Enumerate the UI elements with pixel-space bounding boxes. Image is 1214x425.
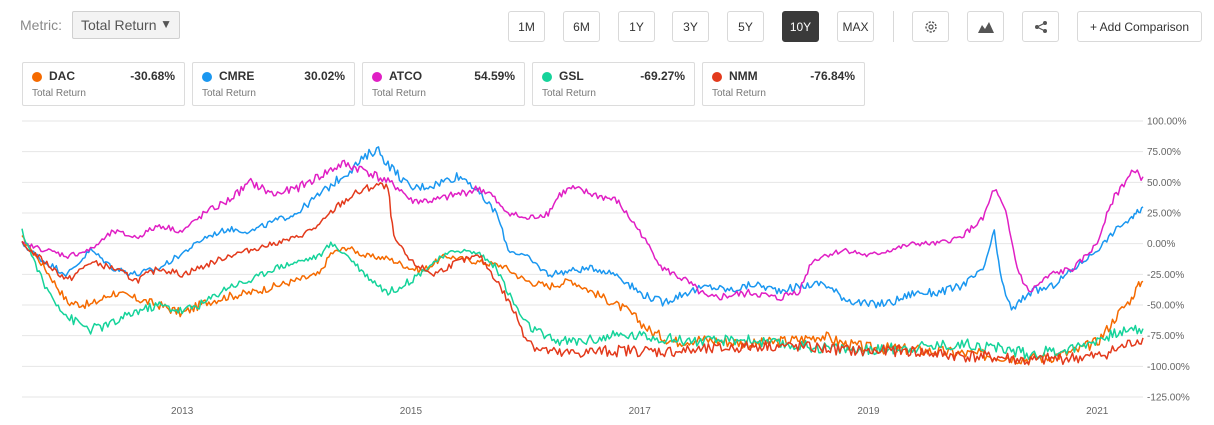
legend-symbol: DAC xyxy=(49,69,75,83)
y-tick-label: 50.00% xyxy=(1147,178,1181,189)
legend-value: -69.27% xyxy=(640,69,685,83)
toolbar-divider xyxy=(893,11,894,42)
legend-card-cmre[interactable]: CMRE 30.02% Total Return xyxy=(192,62,355,106)
y-tick-label: -50.00% xyxy=(1147,301,1184,312)
x-tick-label: 2021 xyxy=(1086,406,1109,417)
y-tick-label: 25.00% xyxy=(1147,209,1181,220)
metric-select[interactable]: Total Return ▼ xyxy=(72,11,180,39)
x-tick-label: 2019 xyxy=(857,406,880,417)
series-line-atco xyxy=(21,159,1144,302)
range-button-1m[interactable]: 1M xyxy=(508,11,545,42)
legend-symbol: ATCO xyxy=(389,69,423,83)
series-color-dot xyxy=(32,72,42,82)
range-button-6m[interactable]: 6M xyxy=(563,11,600,42)
chart-type-icon xyxy=(977,21,994,33)
series-line-gsl xyxy=(21,228,1144,360)
range-button-3y[interactable]: 3Y xyxy=(672,11,709,42)
y-tick-label: 0.00% xyxy=(1147,239,1175,250)
legend-subtitle: Total Return xyxy=(32,88,86,99)
legend-card-gsl[interactable]: GSL -69.27% Total Return xyxy=(532,62,695,106)
y-tick-label: -100.00% xyxy=(1147,362,1190,373)
legend-value: 30.02% xyxy=(304,69,345,83)
legend-subtitle: Total Return xyxy=(542,88,596,99)
x-tick-label: 2013 xyxy=(171,406,194,417)
series-line-dac xyxy=(21,235,1144,366)
series-color-dot xyxy=(372,72,382,82)
legend-symbol: GSL xyxy=(559,69,584,83)
metric-select-value: Total Return xyxy=(81,17,157,33)
legend-card-nmm[interactable]: NMM -76.84% Total Return xyxy=(702,62,865,106)
range-button-10y[interactable]: 10Y xyxy=(782,11,819,42)
series-color-dot xyxy=(712,72,722,82)
y-tick-label: 75.00% xyxy=(1147,147,1181,158)
line-chart: 100.00% 75.00% 50.00% 25.00% 0.00% -25.00% -50… xyxy=(21,117,1190,417)
chart-type-button[interactable] xyxy=(967,11,1004,42)
y-tick-label: 100.00% xyxy=(1147,117,1187,128)
legend-subtitle: Total Return xyxy=(202,88,256,99)
y-tick-label: -25.00% xyxy=(1147,270,1184,281)
settings-button[interactable] xyxy=(912,11,949,42)
series-line-nmm xyxy=(21,182,1144,366)
share-button[interactable] xyxy=(1022,11,1059,42)
legend-symbol: CMRE xyxy=(219,69,255,83)
range-button-1y[interactable]: 1Y xyxy=(618,11,655,42)
legend-card-dac[interactable]: DAC -30.68% Total Return xyxy=(22,62,185,106)
legend-symbol: NMM xyxy=(729,69,758,83)
chevron-down-icon: ▼ xyxy=(160,17,172,31)
settings-icon xyxy=(924,20,937,33)
legend-subtitle: Total Return xyxy=(712,88,766,99)
legend-value: 54.59% xyxy=(474,69,515,83)
legend-value: -30.68% xyxy=(130,69,175,83)
x-tick-label: 2015 xyxy=(400,406,423,417)
series-color-dot xyxy=(202,72,212,82)
legend-subtitle: Total Return xyxy=(372,88,426,99)
y-tick-label: -125.00% xyxy=(1147,393,1190,404)
add-comparison-button[interactable]: + Add Comparison xyxy=(1077,11,1202,42)
legend-value: -76.84% xyxy=(810,69,855,83)
share-icon xyxy=(1034,20,1047,33)
metric-label: Metric: xyxy=(20,17,62,33)
y-tick-label: -75.00% xyxy=(1147,331,1184,342)
series-line-cmre xyxy=(21,146,1144,311)
range-button-5y[interactable]: 5Y xyxy=(727,11,764,42)
range-button-max[interactable]: MAX xyxy=(837,11,874,42)
x-tick-label: 2017 xyxy=(629,406,652,417)
legend-card-atco[interactable]: ATCO 54.59% Total Return xyxy=(362,62,525,106)
series-color-dot xyxy=(542,72,552,82)
